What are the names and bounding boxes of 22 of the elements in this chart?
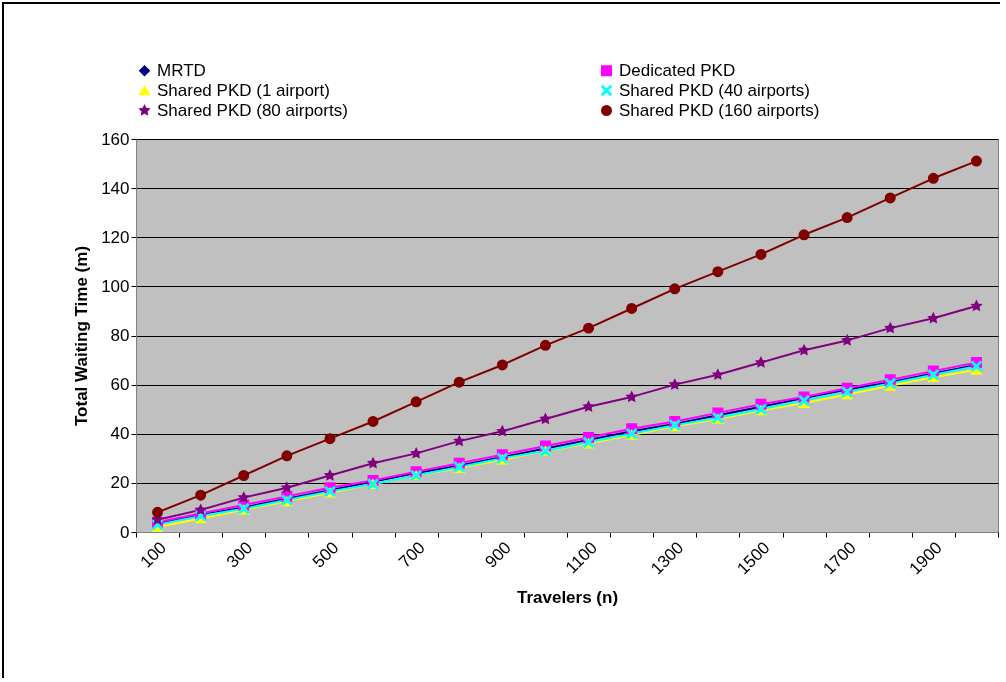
x-tick-label: 700: [395, 538, 429, 572]
legend-label: Shared PKD (40 airports): [619, 80, 810, 100]
legend-label: Shared PKD (80 airports): [157, 100, 348, 120]
y-tick-label: 100: [101, 276, 130, 296]
legend-label: Dedicated PKD: [619, 60, 736, 80]
y-axis-title: Total Waiting Time (m): [72, 245, 92, 427]
y-tick-label: 0: [120, 522, 130, 542]
x-tick-label: 100: [136, 538, 171, 572]
y-tick-label: 20: [110, 473, 130, 493]
y-tick-label: 120: [101, 227, 130, 247]
legend-label: Shared PKD (160 airports): [619, 100, 820, 120]
legend-label: MRTD: [157, 60, 206, 80]
y-tick-label: 40: [110, 424, 130, 444]
x-tick-label: 300: [222, 538, 257, 572]
y-tick-label: 60: [110, 375, 130, 395]
y-tick-label: 140: [101, 178, 130, 198]
x-tick-label: 500: [308, 538, 343, 572]
y-tick-label: 160: [101, 129, 130, 149]
x-tick-label: 900: [481, 538, 515, 572]
legend-label: Shared PKD (1 airport): [157, 80, 330, 100]
y-tick-label: 80: [110, 326, 130, 345]
x-axis-title: Travelers (n): [516, 587, 619, 607]
